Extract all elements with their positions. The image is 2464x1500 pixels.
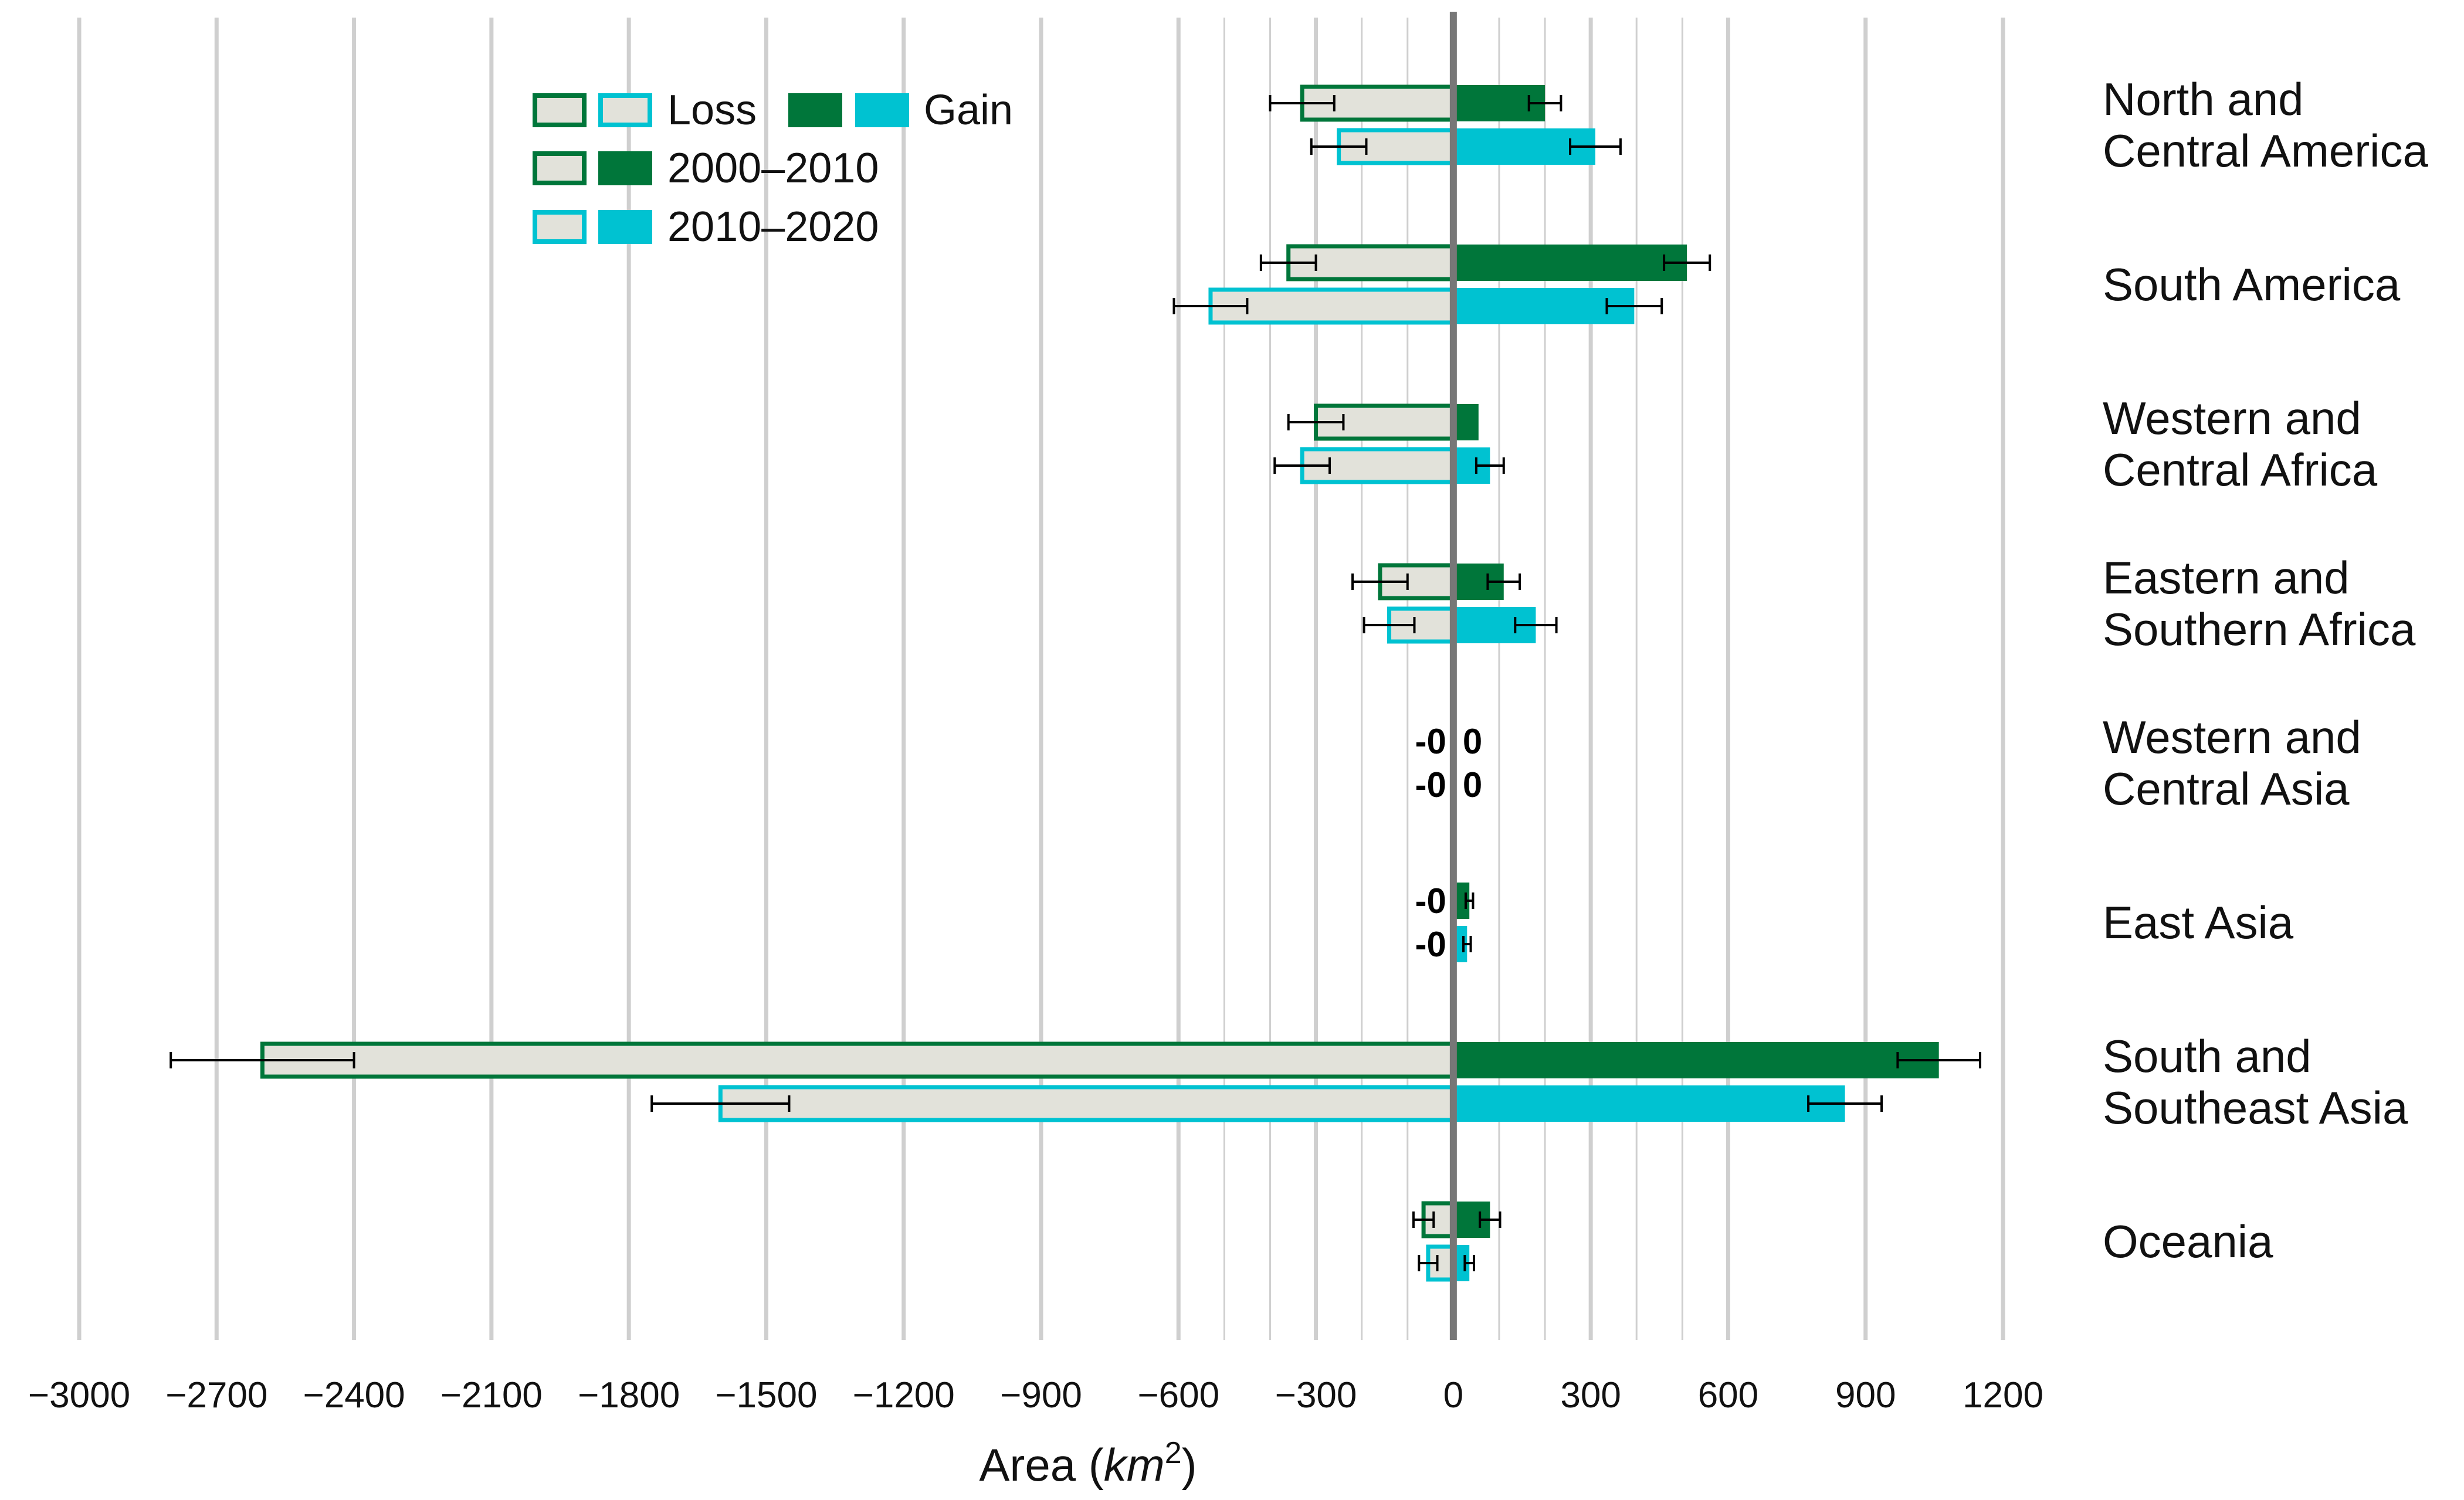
loss-zero-label: -0 — [1415, 925, 1446, 964]
region-label-line: Central America — [2103, 125, 2428, 177]
region-label-line: Southern Africa — [2103, 603, 2416, 655]
loss-bar — [718, 1085, 1456, 1122]
region-label-line: Western and — [2103, 392, 2361, 444]
region-label: Oceania — [2103, 1216, 2273, 1267]
loss-zero-label: -0 — [1415, 722, 1446, 761]
gain-zero-label: 0 — [1463, 765, 1482, 805]
region-label: South America — [2103, 259, 2401, 310]
region-label: Eastern and Southern Africa — [2103, 552, 2416, 655]
region-labels: North and Central America South America Wes… — [2103, 73, 2428, 1267]
x-tick-label: −1500 — [715, 1375, 817, 1416]
legend-swatch-gain-2000-2010 — [788, 93, 842, 127]
grid-lines — [77, 18, 2005, 1340]
loss-bar — [260, 1041, 1456, 1079]
x-tick-label: −1800 — [578, 1375, 680, 1416]
region-label: South and Southeast Asia — [2103, 1030, 2408, 1134]
region-label: Western and Central Asia — [2103, 711, 2361, 815]
bars: -0 0 -0 0 -0 -0 — [170, 84, 1981, 1282]
x-tick-label: −3000 — [28, 1375, 130, 1416]
x-axis-title: Area (km2) — [979, 1436, 1197, 1491]
legend-gain-label: Gain — [924, 87, 1013, 134]
x-tick-label: −1200 — [853, 1375, 955, 1416]
x-tick-label: −600 — [1137, 1375, 1219, 1416]
legend-swatch-period2-loss — [533, 210, 587, 244]
gain-bar — [1453, 1085, 1845, 1122]
region-label-line: East Asia — [2103, 897, 2294, 948]
legend-period-1-label: 2000–2010 — [667, 145, 879, 192]
x-tick-label: −2100 — [440, 1375, 543, 1416]
legend-swatch-loss-2010-2020 — [598, 93, 652, 127]
loss-bar — [1208, 287, 1456, 325]
x-tick-label: 1200 — [1963, 1375, 2043, 1416]
gain-zero-label: 0 — [1463, 722, 1482, 761]
region-label-line: Oceania — [2103, 1216, 2273, 1267]
gain-bar — [1453, 404, 1479, 440]
legend-period-2-label: 2010–2020 — [667, 203, 879, 250]
region-label-line: Southeast Asia — [2103, 1082, 2408, 1134]
legend-swatch-period1-gain — [598, 151, 652, 185]
region-label-line: Eastern and — [2103, 552, 2350, 603]
region-label: North and Central America — [2103, 73, 2428, 177]
gain-bar — [1453, 1042, 1939, 1078]
x-tick-label: 900 — [1835, 1375, 1896, 1416]
gain-bar — [1453, 288, 1635, 324]
x-tick-label: 600 — [1698, 1375, 1758, 1416]
legend-loss-label: Loss — [667, 87, 757, 134]
x-tick-label: 0 — [1443, 1375, 1463, 1416]
x-tick-label: −2700 — [165, 1375, 267, 1416]
gain-bar — [1453, 245, 1687, 281]
legend-swatch-gain-2010-2020 — [855, 93, 909, 127]
legend-swatch-loss-2000-2010 — [533, 93, 587, 127]
legend: Loss Gain 2000–2010 2010–2020 — [533, 87, 1013, 250]
x-tick-label: −300 — [1275, 1375, 1357, 1416]
region-label: East Asia — [2103, 897, 2294, 948]
x-tick-label: 300 — [1560, 1375, 1621, 1416]
loss-zero-label: -0 — [1415, 881, 1446, 921]
region-label-line: South America — [2103, 259, 2401, 310]
legend-swatch-period2-gain — [598, 210, 652, 244]
region-label-line: North and — [2103, 73, 2304, 125]
region-label-line: Central Africa — [2103, 444, 2378, 496]
x-tick-label: −2400 — [303, 1375, 405, 1416]
x-tick-label: −900 — [1000, 1375, 1082, 1416]
region-label-line: Western and — [2103, 711, 2361, 763]
region-label-line: South and — [2103, 1030, 2312, 1082]
region-label: Western and Central Africa — [2103, 392, 2378, 496]
region-label-line: Central Asia — [2103, 763, 2350, 815]
x-tick-labels: −3000 −2700 −2400 −2100 −1800 −1500 −1200 −900−… — [28, 1375, 2043, 1416]
loss-zero-label: -0 — [1415, 765, 1446, 805]
legend-swatch-period1-loss — [533, 151, 587, 185]
